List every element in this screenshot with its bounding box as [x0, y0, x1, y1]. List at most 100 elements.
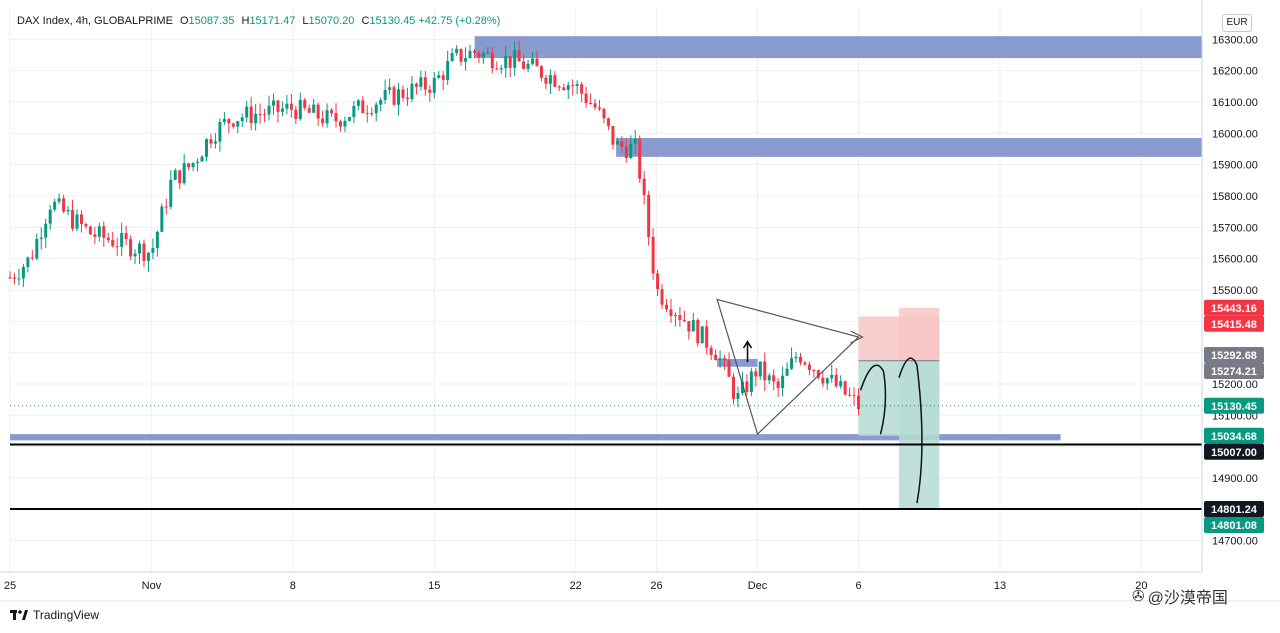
zone-rect [10, 434, 1061, 441]
candle-body [691, 319, 695, 332]
candle-body [66, 209, 70, 212]
candle-body [374, 104, 378, 114]
close-key: C [361, 15, 370, 27]
candle-body [495, 68, 499, 70]
candle-body [531, 58, 535, 64]
candle-body [682, 319, 686, 322]
candle-body [84, 224, 88, 227]
candle-body [231, 123, 235, 127]
candle-body [852, 395, 856, 397]
candle-body [410, 83, 414, 99]
zone-rect [474, 36, 1202, 59]
candle-body [222, 119, 226, 122]
candle-body [338, 121, 342, 127]
price-label-box [1204, 397, 1264, 414]
candle-body [182, 163, 186, 184]
candle-body [97, 226, 101, 237]
tradingview-logo[interactable]: TradingView [10, 608, 99, 622]
candle-body [566, 85, 570, 90]
candle-body [539, 66, 543, 78]
candle-body [133, 253, 137, 257]
candle-body [508, 56, 512, 68]
drawn-curve [859, 364, 887, 435]
x-tick-label: 13 [994, 580, 1006, 592]
price-label-text: 15130.45 [1211, 401, 1257, 413]
candle-body [798, 356, 802, 363]
candle-body [330, 109, 334, 114]
candle-body [548, 75, 552, 84]
price-label-text: 15034.68 [1211, 431, 1257, 443]
candle-body [727, 360, 731, 377]
y-tick-label: 15200.00 [1212, 379, 1258, 391]
candle-body [758, 361, 762, 377]
zone-rect [616, 138, 1202, 157]
x-tick-label: 25 [4, 580, 16, 592]
candle-body [307, 108, 311, 113]
candle-body [767, 375, 771, 381]
axes: 14700.0014800.0014900.0015000.0015100.00… [0, 0, 1280, 602]
candle-body [731, 376, 735, 399]
candle-body [499, 68, 503, 70]
high-key: H [241, 15, 250, 27]
y-tick-label: 16000.00 [1212, 128, 1258, 140]
candle-body [249, 106, 253, 124]
candle-body [816, 370, 820, 378]
candle-body [303, 99, 307, 109]
candle-body [589, 103, 593, 105]
drawings [10, 298, 1202, 510]
watermark-text: @沙漠帝国 [1147, 590, 1228, 607]
candle-body [8, 277, 12, 279]
candle-body [714, 354, 718, 361]
tradingview-logo-text: TradingView [33, 608, 100, 622]
candle-body [843, 381, 847, 395]
candle-body [642, 178, 646, 196]
candle-body [397, 89, 401, 105]
ohlc-legend: DAX Index, 4h, GLOBALPRIME O15087.35 H15… [17, 15, 500, 27]
price-label-text: 14801.24 [1211, 504, 1258, 516]
candle-body [370, 113, 374, 115]
candle-body [227, 119, 231, 124]
candle-body [26, 257, 30, 267]
price-label-box [1204, 443, 1264, 460]
y-tick-label: 15500.00 [1212, 285, 1258, 297]
candle-body [115, 246, 119, 248]
candle-body [830, 374, 834, 379]
candle-body [553, 75, 557, 87]
candle-body [633, 138, 637, 144]
candle-body [30, 257, 34, 259]
candle-body [615, 141, 619, 145]
candle-body [365, 113, 369, 115]
currency-badge[interactable]: EUR [1222, 14, 1252, 32]
candle-body [638, 138, 642, 179]
candle-body [17, 278, 21, 280]
tradingview-icon [10, 610, 28, 620]
candle-body [414, 83, 418, 87]
candle-body [857, 395, 861, 410]
candle-body [629, 143, 633, 159]
stop-loss-box [898, 307, 940, 361]
candle-body [669, 309, 673, 316]
candles [8, 40, 861, 416]
candle-body [423, 77, 427, 90]
x-tick-label: Nov [142, 580, 162, 592]
candle-body [660, 289, 664, 305]
candle-body [812, 370, 816, 372]
price-label-box [1204, 500, 1264, 517]
candle-body [651, 236, 655, 274]
price-label-text: 14801.08 [1211, 520, 1257, 532]
candle-body [240, 117, 244, 122]
watermark: ✇ @沙漠帝国 [1132, 584, 1228, 608]
candle-body [379, 99, 383, 105]
candle-body [35, 238, 39, 259]
candle-body [624, 146, 628, 159]
candle-body [236, 121, 240, 127]
candle-body [321, 118, 325, 124]
candle-body [749, 371, 753, 392]
candle-body [102, 226, 106, 238]
candle-body [522, 61, 526, 69]
candle-body [276, 100, 280, 112]
candle-body [12, 277, 16, 279]
x-tick-label: 20 [1135, 580, 1147, 592]
candle-body [205, 139, 209, 157]
